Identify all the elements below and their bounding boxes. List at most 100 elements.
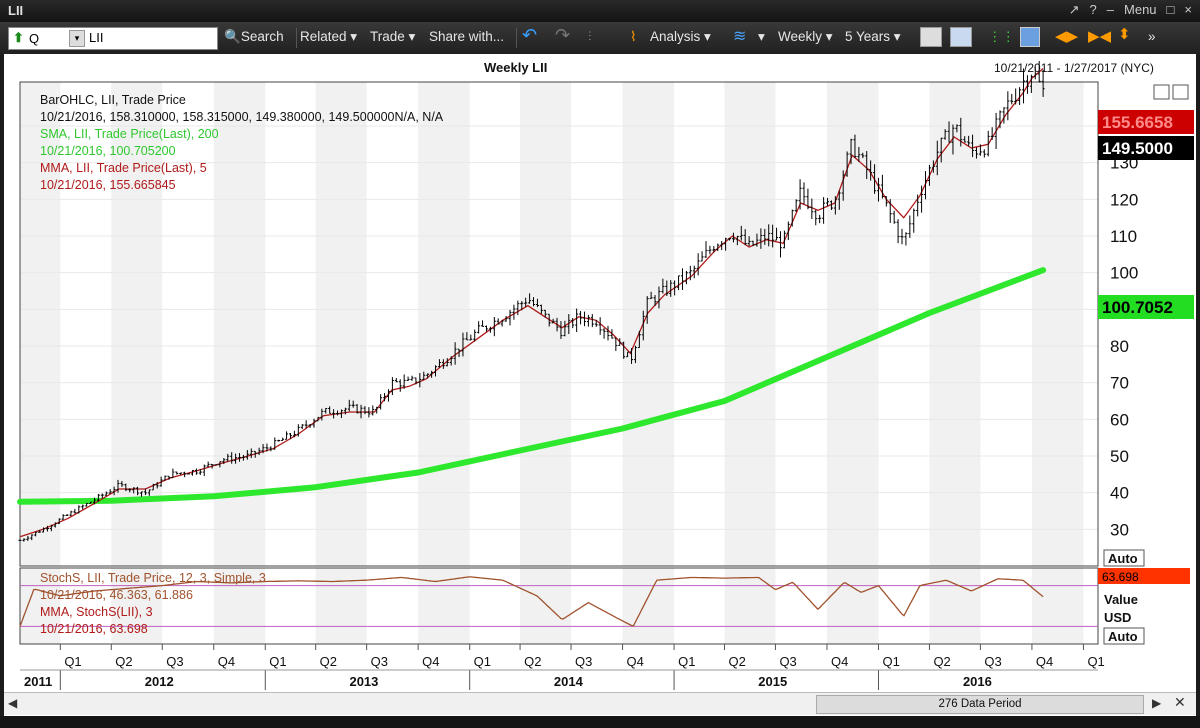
quarter-band (315, 82, 367, 566)
legend-stoch-mma-value: 10/21/2016, 63.698 (40, 622, 148, 636)
scroll-left-arrow[interactable]: ◀ (8, 696, 18, 710)
quarter-band (520, 82, 572, 566)
x-quarter-label: Q3 (371, 654, 388, 669)
scroll-thumb-label: 276 Data Period (938, 698, 1022, 710)
toolbar: ⬆ Q ▾ 🔍Search Related ▾ Trade ▾ Share wi… (0, 22, 1200, 54)
zoom-icon[interactable]: ⬍ (1118, 26, 1131, 43)
fit-icon[interactable]: ▶◀ (1088, 28, 1112, 45)
stoch-panel-border (19, 567, 1099, 645)
legend-stoch-label: StochS, LII, Trade Price, 12, 3, Simple,… (40, 571, 266, 585)
bars-icon[interactable]: ⫶ (588, 29, 592, 44)
ohlc-bars (18, 60, 1045, 542)
x-year-label: 2014 (554, 674, 584, 689)
quarter-band (724, 82, 776, 566)
legend-ohlc-label: BarOHLC, LII, Trade Price (40, 93, 186, 107)
horizontal-scrollbar[interactable]: ◀ 276 Data Period ▶ ✕ (4, 692, 1196, 715)
mma-price-tag (1098, 110, 1194, 134)
help-icon[interactable]: ? (1089, 2, 1097, 17)
x-year-label: 2016 (963, 674, 992, 689)
last-price-tag-text: 149.5000 (1102, 139, 1173, 158)
analysis-menu[interactable]: Analysis ▾ (650, 29, 711, 44)
quarter-band (622, 568, 675, 644)
legend-stoch-value: 10/21/2016, 46.363, 61.886 (40, 588, 193, 602)
up-arrow-icon: ⬆ (13, 30, 24, 45)
date-range: 10/21/2011 - 1/27/2017 (NYC) (994, 61, 1154, 75)
legend-mma-value: 10/21/2016, 155.665845 (40, 178, 176, 192)
legend-ohlc-values: 10/21/2016, 158.310000, 158.315000, 149.… (40, 110, 444, 124)
quarter-band (826, 568, 879, 644)
symbol-box[interactable]: ⬆ Q ▾ (8, 27, 218, 50)
x-quarter-label: Q2 (320, 654, 337, 669)
close-icon[interactable]: × (1184, 2, 1192, 17)
chart-area[interactable]: 30405060708090100110120130140 Q1Q2Q3Q4Q1… (4, 54, 1196, 719)
mma-line (19, 68, 1044, 538)
quote-type-dropdown[interactable]: ▾ (69, 30, 85, 47)
maximize-panel-icon[interactable] (1172, 84, 1189, 100)
redo-icon[interactable]: ↷ (555, 25, 571, 45)
legend-sma-value: 10/21/2016, 100.705200 (40, 144, 176, 158)
x-quarter-label: Q3 (575, 654, 592, 669)
x-quarter-label: Q1 (882, 654, 899, 669)
stoch-line (19, 576, 1044, 627)
x-year-label: 2011 (24, 674, 52, 689)
share-button[interactable]: Share with... (429, 29, 505, 44)
popout-icon[interactable]: ↗ (1068, 2, 1080, 17)
scroll-left-icon[interactable]: ◀▶ (1055, 28, 1079, 45)
restore-panel-icon[interactable] (1153, 84, 1170, 100)
quarter-band (520, 568, 572, 644)
x-axis: Q1 Q2 Q3 Q4 Q1 Q2 Q3 Q4 Q1 Q2 Q3 Q4 Q1 Q2 Q3 Q4 Q1 Q2 Q3 Q4… (20, 644, 1105, 690)
x-quarter-label: Q4 (218, 654, 235, 669)
main-panel-border (19, 81, 1099, 567)
mma-series-line (19, 68, 1044, 538)
y-tick-label: 30 (1110, 520, 1129, 539)
sma-line (17, 267, 1047, 505)
quarter-band (826, 82, 879, 566)
x-quarter-label: Q2 (524, 654, 541, 669)
sma-price-tag (1098, 295, 1194, 319)
price-chart-svg: 30405060708090100110120130140 Q1Q2Q3Q4Q1… (17, 60, 1194, 690)
stoch-series-line (19, 576, 1044, 627)
mma-price-tag-text: 155.6658 (1102, 113, 1173, 132)
quarter-band (315, 568, 367, 644)
scroll-end-icon[interactable]: ✕ (1174, 694, 1186, 710)
menu-button[interactable]: Menu (1124, 2, 1157, 17)
grid-icon[interactable]: ⋮⋮ (988, 29, 1015, 44)
auto-scale-top-button[interactable] (1103, 549, 1145, 567)
window-controls: ↗ ? – Menu □ × (1069, 2, 1192, 18)
window-title: LII (8, 3, 24, 18)
wave-dropdown[interactable]: ▾ (758, 29, 765, 44)
trade-menu[interactable]: Trade ▾ (370, 29, 416, 44)
quarter-band (213, 568, 266, 644)
maximize-icon[interactable]: □ (1166, 2, 1175, 17)
y-tick-label: 80 (1110, 337, 1129, 356)
scroll-thumb[interactable]: 276 Data Period (816, 695, 1144, 714)
wave-icon[interactable]: ≋ (733, 28, 747, 45)
x-year-label: 2015 (758, 674, 787, 689)
period-menu[interactable]: Weekly ▾ (778, 29, 833, 44)
x-quarter-label: Q2 (115, 654, 132, 669)
quarter-band (929, 568, 981, 644)
scroll-right-arrow[interactable]: ▶ (1152, 696, 1162, 710)
quarter-band (622, 82, 675, 566)
y-tick-label: 60 (1110, 410, 1129, 429)
range-menu[interactable]: 5 Years ▾ (845, 29, 901, 44)
line-chart-icon[interactable] (920, 27, 942, 47)
symbol-input[interactable] (89, 29, 209, 46)
search-button[interactable]: 🔍Search (224, 29, 284, 44)
y-tick-label: 40 (1110, 484, 1129, 503)
undo-icon[interactable]: ↶ (522, 25, 538, 45)
calendar-icon[interactable] (1020, 27, 1040, 47)
x-quarter-label: Q2 (728, 654, 745, 669)
candlestick-icon[interactable] (950, 27, 972, 47)
x-quarter-label: Q3 (779, 654, 796, 669)
x-quarter-label: Q4 (1036, 654, 1053, 669)
related-menu[interactable]: Related ▾ (300, 29, 358, 44)
x-quarter-label: Q1 (269, 654, 286, 669)
stoch-tag-text: 63.698 (1102, 570, 1139, 584)
auto-scale-bottom-button[interactable] (1103, 627, 1145, 645)
y-tick-label: 110 (1110, 227, 1137, 246)
sma-series-line (17, 267, 1047, 505)
minimize-icon[interactable]: – (1106, 2, 1115, 17)
more-icon[interactable]: » (1148, 29, 1156, 44)
